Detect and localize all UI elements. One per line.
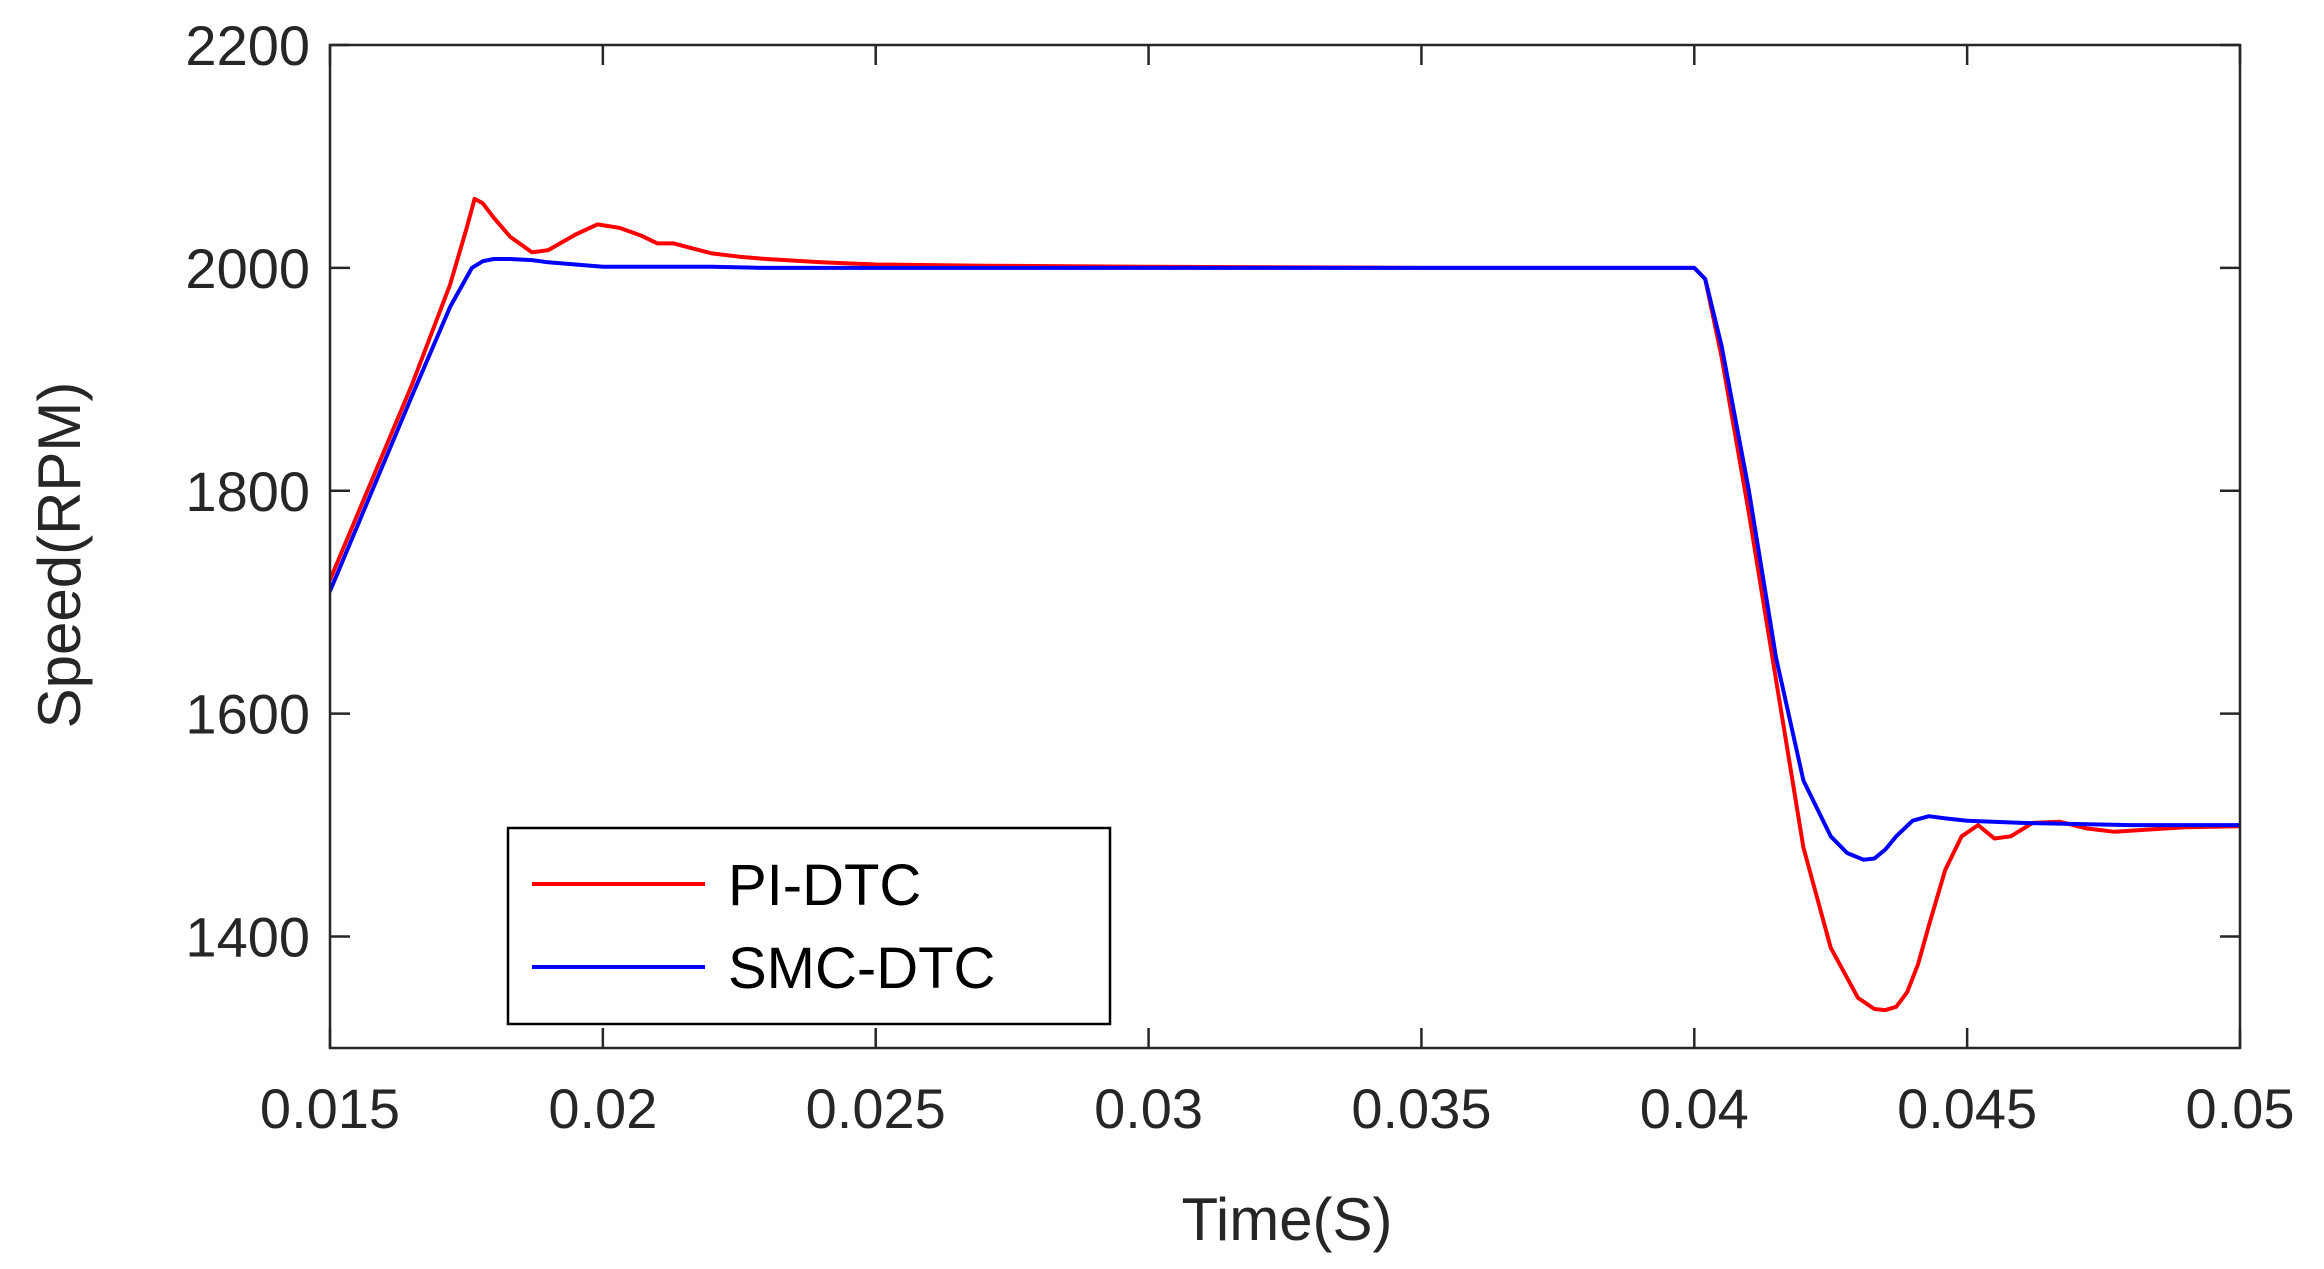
legend-label-smc-dtc: SMC-DTC [728,936,995,1001]
y-tick-label: 2200 [185,14,310,77]
x-tick-label: 0.045 [1897,1077,2037,1140]
y-tick-label: 1600 [185,683,310,746]
x-axis-title: Time(S) [1181,1186,1392,1253]
y-tick-label: 1800 [185,460,310,523]
x-tick-label: 0.025 [806,1077,946,1140]
y-tick-label: 1400 [185,906,310,969]
x-tick-label: 0.015 [260,1077,400,1140]
x-tick-label: 0.05 [2186,1077,2295,1140]
axes-layer: 0.015 0.02 0.025 0.03 0.035 0.04 0.045 0.05 1400… [185,14,2294,1140]
x-tick-label: 0.035 [1351,1077,1491,1140]
legend-label-pi-dtc: PI-DTC [728,853,921,918]
series-line-smc-dtc [330,257,2240,862]
y-tick-label: 2000 [185,237,310,300]
x-tick-label: 0.03 [1094,1077,1203,1140]
legend: PI-DTC SMC-DTC [506,826,1112,1026]
series-layer [330,196,2240,1013]
y-axis-title: Speed(RPM) [26,382,93,729]
legend-box [506,826,1112,1026]
x-tick-label: 0.02 [548,1077,657,1140]
axes-box [328,43,2242,1050]
x-tick-label: 0.04 [1640,1077,1749,1140]
